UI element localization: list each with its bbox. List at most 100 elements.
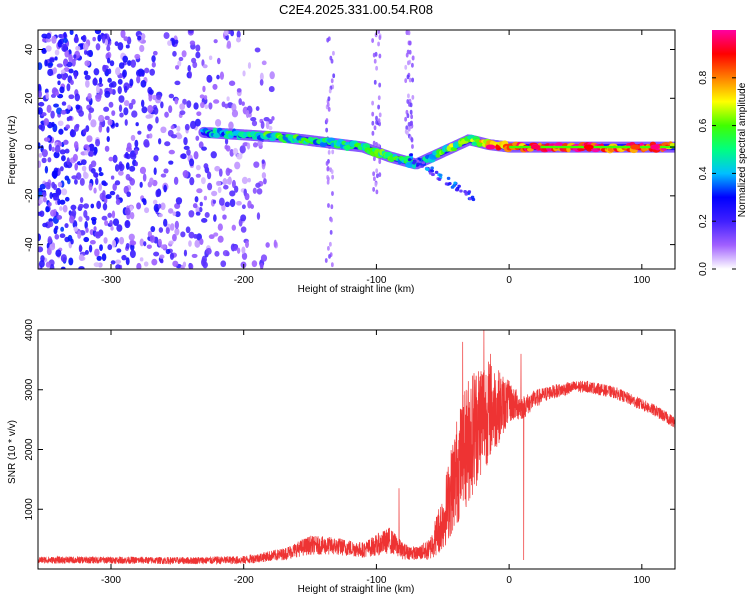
spectrogram-noise-cell: [179, 110, 186, 116]
signal-peak-cell: [583, 144, 594, 150]
colorbar-tick-label: 0.0: [698, 262, 709, 276]
spectrogram-noise-cell: [263, 178, 267, 185]
spectrogram-noise-cell: [183, 145, 190, 150]
spectrogram-noise-cell: [201, 218, 208, 223]
x-tick-label: 0: [506, 575, 512, 586]
spectrogram-noise-cell: [146, 244, 152, 249]
spectrogram-noise-cell: [86, 50, 93, 56]
spectrogram-noise-cell: [225, 167, 231, 176]
spectrogram-noise-cell: [38, 107, 43, 115]
spectrogram-noise-cell: [139, 238, 145, 247]
spectrogram-noise-cell: [250, 204, 255, 210]
spectrogram-noise-cell: [136, 75, 141, 84]
spectrogram-noise-cell: [148, 133, 153, 139]
spectrogram-noise-cell: [210, 151, 217, 159]
spectrogram-noise-cell: [47, 201, 52, 207]
spectrogram-noise-cell: [213, 39, 218, 44]
spectrogram-noise-cell: [95, 231, 101, 239]
signal-cell: [669, 142, 675, 147]
spectrogram-noise-cell: [213, 99, 220, 104]
signal-tail-cell: [448, 181, 452, 186]
spectrogram-streak-cell: [404, 78, 408, 84]
spectrogram-noise-cell: [259, 79, 264, 86]
spectrogram-streak-cell: [408, 77, 412, 83]
spectrogram-noise-cell: [114, 164, 120, 172]
spectrogram-streak-cell: [328, 253, 331, 259]
spectrogram-noise-cell: [93, 172, 99, 178]
spectrogram-streak-cell: [330, 78, 334, 84]
spectrogram-noise-cell: [188, 263, 194, 269]
spectrogram-noise-cell: [157, 203, 162, 209]
spectrogram-noise-cell: [189, 40, 196, 46]
spectrogram-noise-cell: [151, 55, 156, 63]
spectrogram-noise-cell: [78, 216, 83, 222]
spectrogram-noise-cell: [147, 231, 152, 238]
spectrogram-streak-cell: [327, 245, 330, 251]
spectrogram-noise-cell: [91, 218, 97, 226]
spectrogram-noise-cell: [261, 60, 267, 66]
spectrogram-noise-cell: [104, 220, 109, 226]
snr-plot-area: [38, 330, 675, 569]
spectrogram-noise-cell: [38, 160, 42, 168]
spectrogram-noise-cell: [236, 153, 243, 160]
spectrogram-noise-cell: [232, 147, 239, 155]
spectrogram-noise-cell: [163, 32, 170, 39]
spectrogram-streak-cell: [375, 189, 379, 195]
signal-tail-cell: [438, 173, 443, 177]
spectrogram-streak-cell: [325, 118, 329, 123]
spectrogram-noise-cell: [124, 119, 128, 126]
spectrogram-noise-cell: [136, 262, 142, 269]
spectrogram-noise-cell: [226, 178, 232, 185]
spectrogram-noise-cell: [225, 145, 231, 152]
spectrogram-x-ticks: -300 -200 -100 0 100: [101, 30, 651, 286]
spectrogram-noise-cell: [83, 236, 90, 243]
spectrogram-streak-cell: [376, 173, 379, 179]
spectrogram-noise-cell: [175, 197, 183, 205]
spectrogram-streak-cell: [374, 51, 378, 57]
signal-tail-cell: [407, 158, 412, 162]
spectrogram-noise-cell: [109, 60, 115, 67]
spectrogram-noise-cell: [236, 37, 241, 43]
spectrogram-noise-cell: [50, 209, 57, 217]
spectrogram-noise-cell: [38, 83, 42, 91]
spectrogram-noise-cell: [223, 30, 229, 36]
spectrogram-noise-cell: [119, 236, 125, 245]
spectrogram-noise-cell: [78, 110, 84, 117]
spectrogram-noise-cell: [102, 190, 106, 198]
spectrogram-streak-cell: [373, 125, 377, 131]
spectrogram-noise-cell: [168, 93, 175, 99]
colorbar-gradient: [712, 30, 736, 269]
spectrogram-noise-cell: [134, 148, 139, 156]
spectrogram-noise-cell: [78, 266, 85, 269]
spectrogram-noise-cell: [104, 90, 111, 98]
spectrogram-noise-cell: [59, 166, 64, 172]
spectrogram-streak-cell: [375, 142, 378, 147]
spectrogram-noise-cell: [38, 153, 43, 158]
spectrogram-noise-cell: [93, 150, 97, 156]
spectrogram-noise-cell: [213, 232, 219, 237]
spectrogram-noise-cell: [79, 178, 85, 186]
spectrogram-noise-cell: [215, 119, 222, 127]
spectrogram-streak-cell: [371, 100, 375, 106]
spectrogram-noise-cell: [236, 30, 241, 39]
spectrogram-noise-cell: [147, 104, 154, 114]
spectrogram-noise-cell: [125, 242, 130, 249]
spectrogram-noise-cell: [188, 210, 195, 218]
spectrogram-noise-cell: [180, 231, 186, 238]
spectrogram-noise-cell: [226, 40, 232, 49]
x-tick-label: -300: [101, 275, 121, 286]
spectrogram-noise-cell: [88, 244, 93, 253]
spectrogram-noise-cell: [259, 262, 264, 269]
spectrogram-noise-cell: [107, 77, 112, 83]
spectrogram-noise-cell: [241, 252, 248, 260]
spectrogram-noise-cell: [199, 201, 203, 207]
spectrogram-noise-cell: [194, 118, 201, 127]
spectrogram-noise-cell: [48, 218, 54, 223]
snr-series-line: [38, 330, 675, 566]
spectrogram-streak-cell: [377, 30, 381, 34]
spectrogram-streak-cell: [407, 60, 410, 66]
spectrogram-noise-cell: [139, 257, 144, 262]
spectrogram-noise-cell: [205, 247, 212, 255]
spectrogram-streak-cell: [372, 187, 376, 192]
spectrogram-noise-cell: [130, 152, 137, 160]
